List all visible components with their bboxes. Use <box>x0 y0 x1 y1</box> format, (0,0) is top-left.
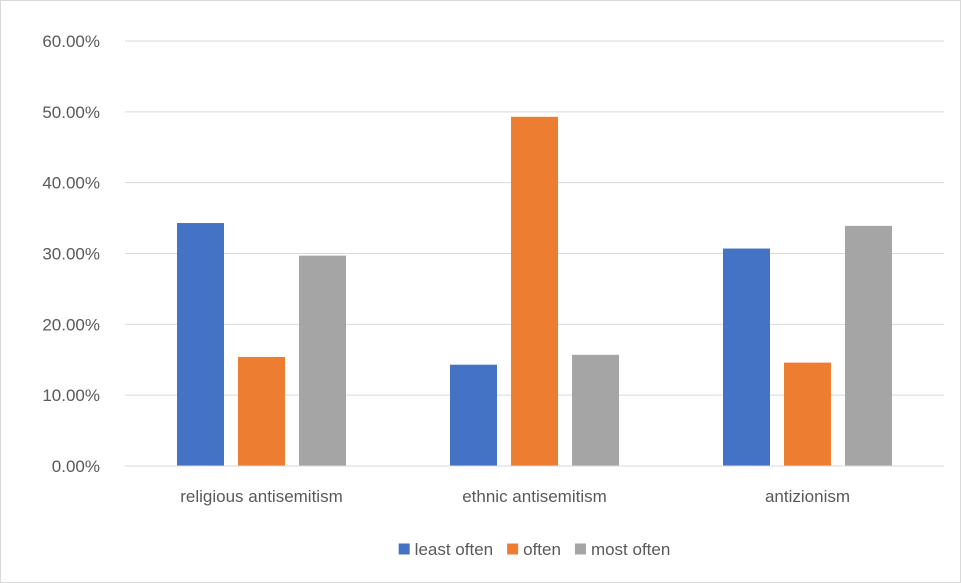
bar-often-2 <box>511 116 558 467</box>
x-category-label: religious antisemitism <box>180 487 343 506</box>
legend-swatch-least-often <box>398 543 410 555</box>
bars <box>177 116 892 467</box>
bar-least-often-3 <box>723 248 770 466</box>
legend-swatch-most-often <box>574 543 586 555</box>
x-category-label: antizionism <box>765 487 850 506</box>
y-tick-label: 40.00% <box>42 174 100 193</box>
y-axis-ticks: 0.00% 10.00% 20.00% 30.00% 40.00% 50.00% 60.00… <box>42 32 100 476</box>
bar-often-3 <box>784 362 831 466</box>
legend-label: least often <box>415 540 493 559</box>
bar-most-often-2 <box>572 354 619 466</box>
legend: least often often most often <box>398 540 670 559</box>
x-category-label: ethnic antisemitism <box>462 487 607 506</box>
bar-least-often-2 <box>450 364 497 466</box>
bar-most-often-1 <box>299 255 346 466</box>
y-tick-label: 0.00% <box>52 457 100 476</box>
x-axis-categories: religious antisemitism ethnic antisemitis… <box>180 487 850 506</box>
bar-often-1 <box>238 356 285 466</box>
y-tick-label: 60.00% <box>42 32 100 51</box>
bar-least-often-1 <box>177 223 224 466</box>
legend-swatch-often <box>507 543 519 555</box>
y-tick-label: 50.00% <box>42 103 100 122</box>
y-tick-label: 10.00% <box>42 386 100 405</box>
legend-label: often <box>523 540 561 559</box>
legend-label: most often <box>591 540 670 559</box>
bar-most-often-3 <box>845 225 892 466</box>
y-tick-label: 30.00% <box>42 245 100 264</box>
y-tick-label: 20.00% <box>42 315 100 334</box>
